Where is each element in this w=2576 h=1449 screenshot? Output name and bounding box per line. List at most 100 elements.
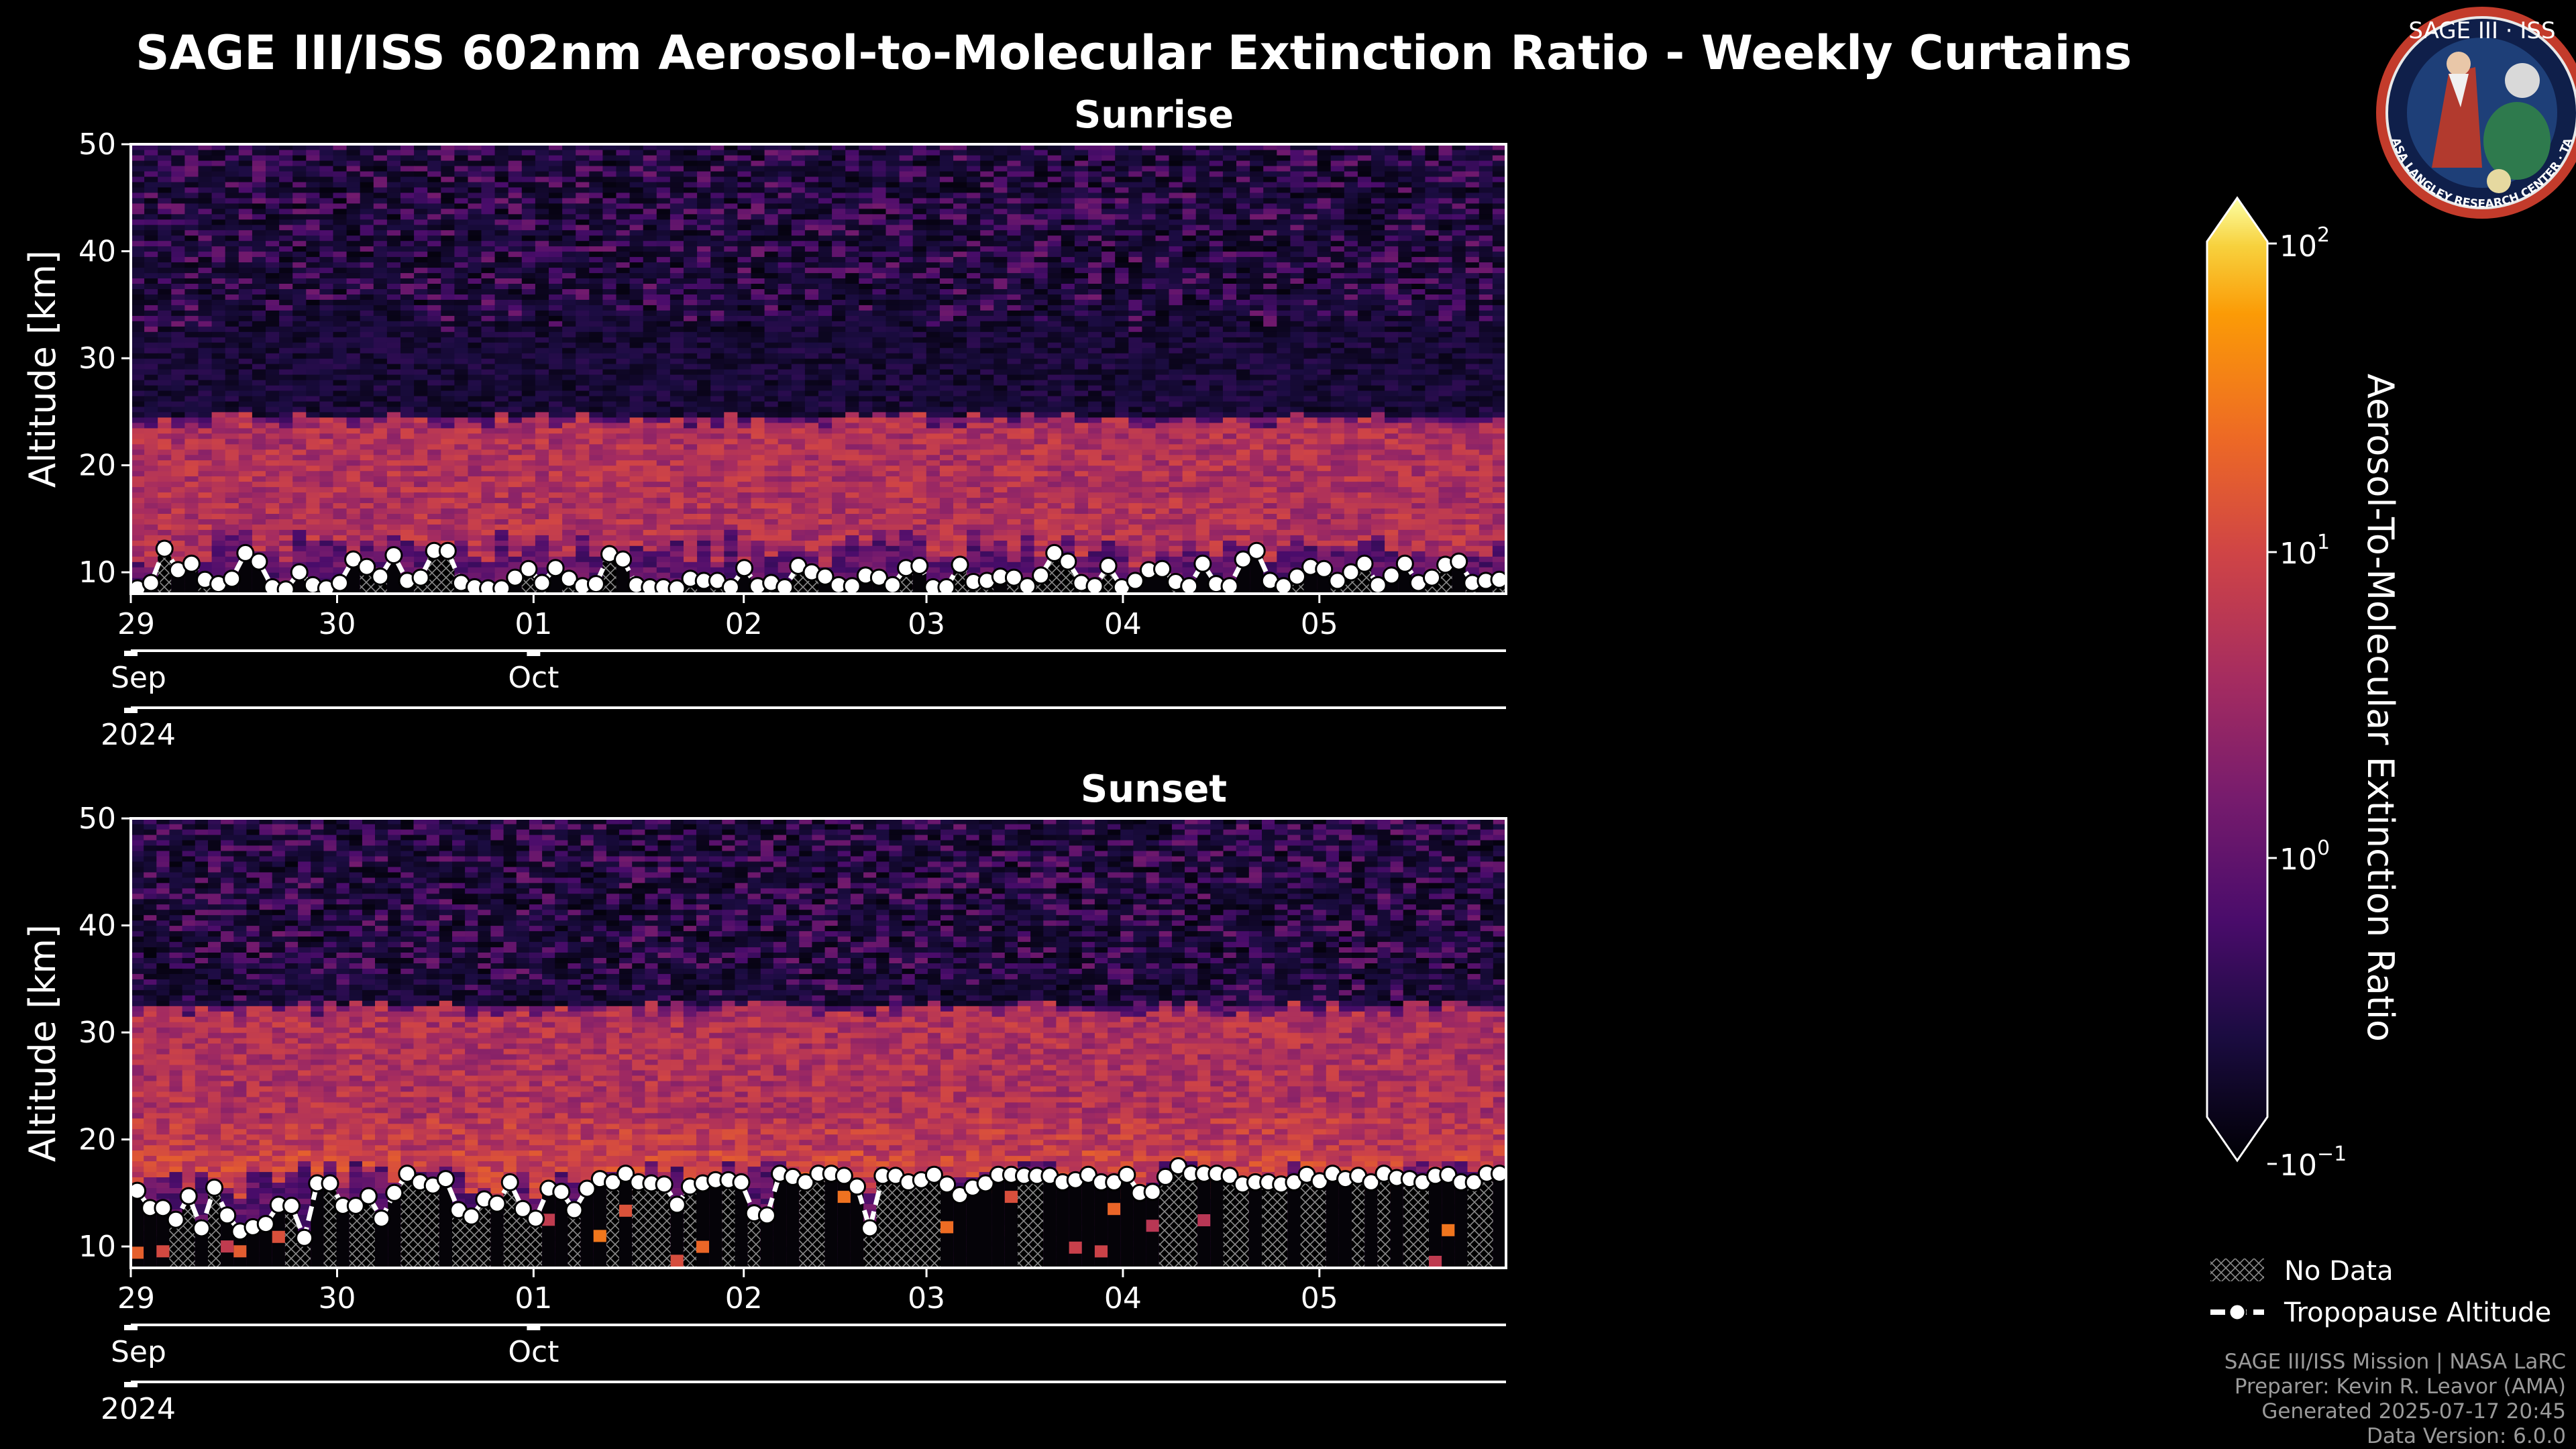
heatmap-cell [818,529,833,535]
heatmap-cell [859,331,873,337]
heatmap-cell [266,294,280,300]
heatmap-cell [346,465,361,472]
heatmap-cell [751,267,765,274]
heatmap-cell [535,186,549,193]
heatmap-cell [549,486,563,493]
heatmap-cell [468,278,482,284]
heatmap-cell [684,165,698,172]
heatmap-cell [710,299,724,305]
heatmap-cell [629,358,644,364]
heatmap-cell [656,443,671,450]
heatmap-cell [724,181,738,188]
heatmap-cell [656,438,671,445]
heatmap-cell [629,170,644,177]
heatmap-cell [414,262,428,268]
heatmap-cell [252,251,266,258]
heatmap-cell [737,165,752,172]
heatmap-cell [832,229,846,236]
heatmap-cell [454,160,469,166]
heatmap-cell [171,197,185,204]
heatmap-cell [602,380,617,386]
heatmap-cell [832,454,846,461]
heatmap-cell [198,384,213,391]
heatmap-cell [252,470,266,477]
heatmap-cell [266,272,280,278]
heatmap-cell [198,267,213,274]
heatmap-cell [468,353,482,359]
heatmap-cell [266,438,280,445]
heatmap-cell [777,262,792,268]
heatmap-cell [629,529,644,535]
heatmap-cell [656,337,671,343]
heatmap-cell [266,186,280,193]
heatmap-cell [669,481,684,488]
heatmap-cell [521,400,536,407]
heatmap-cell [306,240,320,247]
heatmap-cell [643,465,657,472]
heatmap-cell [508,556,523,562]
heatmap-cell [211,326,226,332]
heatmap-cell [238,186,253,193]
heatmap-cell [171,353,185,359]
heatmap-cell [669,460,684,466]
heatmap-cell [521,219,536,225]
heatmap-cell [885,400,900,407]
heatmap-cell [521,492,536,498]
heatmap-cell [211,186,226,193]
heatmap-cell [764,369,779,375]
heatmap-cell [400,374,415,380]
heatmap-cell [427,476,441,482]
heatmap-cell [158,417,172,423]
heatmap-cell [899,262,914,268]
heatmap-cell [737,513,752,519]
heatmap-cell [441,321,455,327]
heatmap-cell [724,235,738,241]
heatmap-cell [751,229,765,236]
heatmap-cell [468,310,482,316]
heatmap-cell [198,155,213,161]
heatmap-cell [360,400,374,407]
heatmap-cell [333,262,347,268]
heatmap-cell [521,486,536,493]
heatmap-cell [454,384,469,391]
heatmap-cell [804,278,819,284]
heatmap-cell [386,186,401,193]
heatmap-cell [751,374,765,380]
heatmap-cell [697,519,711,525]
heatmap-cell [468,395,482,402]
heatmap-cell [912,305,927,311]
heatmap-cell [131,294,145,300]
heatmap-cell [872,551,887,557]
heatmap-cell [319,326,334,332]
heatmap-cell [441,347,455,354]
heatmap-cell [724,315,738,321]
heatmap-cell [521,508,536,514]
heatmap-cell [158,267,172,274]
heatmap-cell [414,294,428,300]
heatmap-cell [400,181,415,188]
heatmap-cell [576,186,590,193]
heatmap-cell [346,256,361,263]
heatmap-cell [494,476,509,482]
heatmap-cell [306,481,320,488]
heatmap-cell [562,208,576,215]
heatmap-cell [804,384,819,391]
heatmap-cell [777,337,792,343]
heatmap-cell [184,390,199,396]
heatmap-cell [562,422,576,429]
heatmap-cell [872,380,887,386]
heatmap-cell [144,288,158,294]
heatmap-cell [751,540,765,546]
heatmap-cell [859,481,873,488]
heatmap-cell [468,186,482,193]
heatmap-cell [521,240,536,247]
heatmap-cell [656,299,671,305]
heatmap-cell [346,519,361,525]
heatmap-cell [184,315,199,321]
heatmap-cell [818,347,833,354]
heatmap-cell [427,331,441,337]
heatmap-cell [225,170,239,177]
heatmap-cell [360,364,374,370]
heatmap-cell [656,390,671,396]
heatmap-cell [508,288,523,294]
